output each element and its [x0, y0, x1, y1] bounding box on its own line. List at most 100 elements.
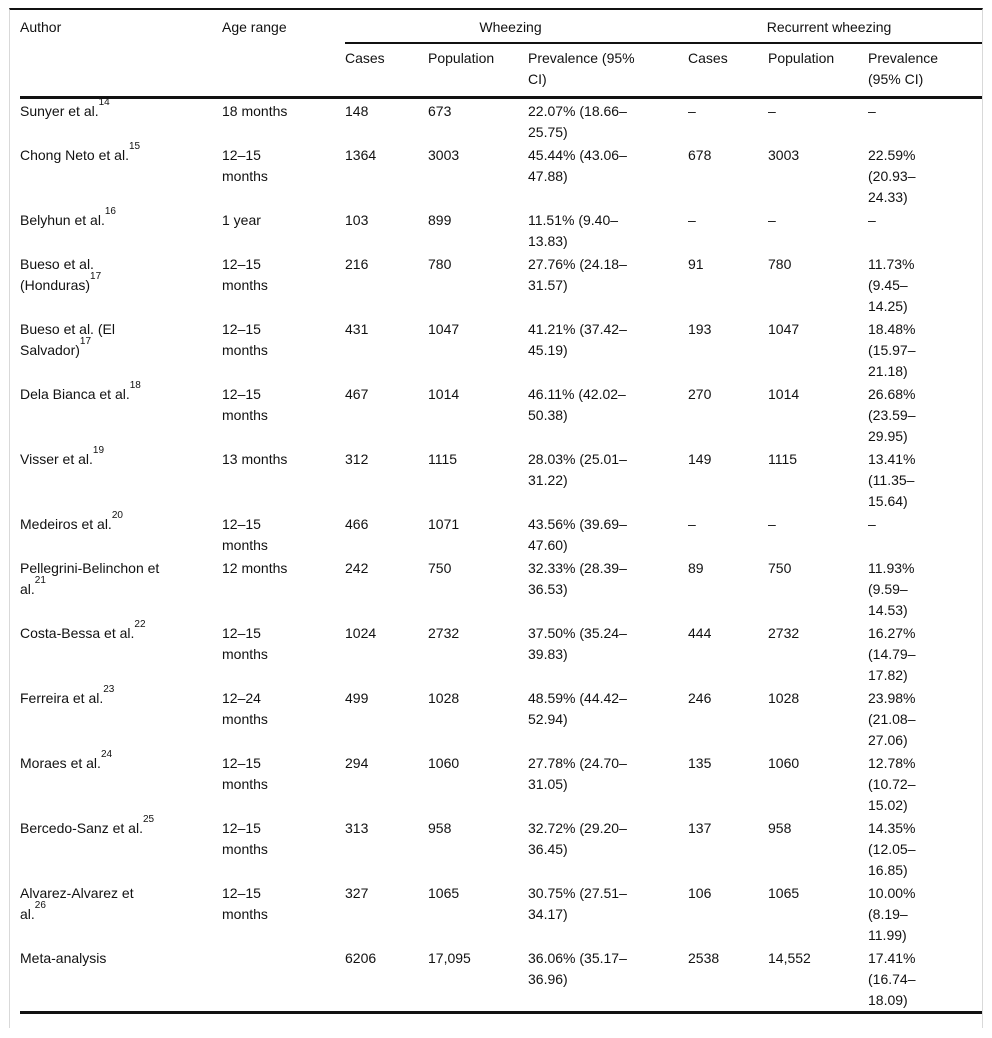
header-age-range: Age range — [222, 10, 345, 99]
recurrent-prevalence-cell: 10.00% (8.19– 11.99) — [868, 885, 916, 943]
recurrent-prevalence-cell: 22.59% (20.93– 24.33) — [868, 147, 916, 205]
header-author: Author — [20, 10, 222, 99]
author-cell: Dela Bianca et al.18 — [20, 380, 222, 447]
recurrent-cases-cell: 444 — [688, 625, 712, 641]
author-name: Belyhun et al. — [20, 212, 105, 228]
table-header: Author Age range Wheezing Recurrent whee… — [20, 10, 983, 99]
wheezing-cases-cell: 242 — [345, 560, 369, 576]
table-row: Ferreira et al.23 12–24 months 499 1028 … — [20, 684, 982, 751]
recurrent-cases-cell: 135 — [688, 755, 712, 771]
author-cell: Sunyer et al.14 — [20, 98, 222, 144]
author-name: Medeiros et al. — [20, 516, 112, 532]
wheezing-prevalence-cell: 27.76% (24.18– 31.57) — [528, 256, 627, 293]
age-range-cell: 12 months — [222, 560, 288, 576]
wheezing-prevalence-cell: 32.72% (29.20– 36.45) — [528, 820, 627, 857]
reference-superscript: 18 — [129, 380, 141, 392]
table-row: Chong Neto et al.15 12–15 months 1364 30… — [20, 142, 982, 208]
author-cell: Bercedo-Sanz et al.25 — [20, 814, 222, 881]
table-row: Dela Bianca et al.18 12–15 months 467 10… — [20, 380, 982, 447]
age-range-cell — [222, 946, 345, 1014]
recurrent-cases-cell: 193 — [688, 321, 712, 337]
author-name: Costa-Bessa et al. — [20, 625, 135, 641]
recurrent-cases-cell: 270 — [688, 386, 712, 402]
recurrent-population-cell: 1014 — [768, 386, 800, 402]
recurrent-population-cell: – — [768, 516, 776, 532]
author-cell: Costa-Bessa et al.22 — [20, 620, 222, 686]
table-row: Bueso et al. (El Salvador)17 12–15 month… — [20, 317, 982, 382]
wheezing-population-cell: 1115 — [428, 451, 458, 467]
age-range-cell: 12–15 months — [222, 321, 268, 358]
author-name: Pellegrini-Belinchon et al. — [20, 560, 160, 597]
wheezing-population-cell: 3003 — [428, 147, 460, 163]
reference-superscript: 23 — [103, 684, 115, 696]
reference-superscript: 16 — [104, 206, 116, 218]
wheezing-population-cell: 750 — [428, 560, 452, 576]
wheezing-population-cell: 1047 — [428, 321, 460, 337]
wheezing-prevalence-cell: 32.33% (28.39– 36.53) — [528, 560, 627, 597]
table-row: Bueso et al. (Honduras)17 12–15 months 2… — [20, 252, 982, 317]
wheezing-population-cell: 1028 — [428, 690, 460, 706]
table-row: Meta-analysis 6206 17,095 36.06% (35.17–… — [20, 946, 983, 1014]
author-name: Bercedo-Sanz et al. — [20, 820, 143, 836]
header-wheezing-population: Population — [428, 43, 528, 99]
author-cell: Bueso et al. (El Salvador)17 — [20, 317, 222, 382]
recurrent-prevalence-cell: 11.93% (9.59– 14.53) — [868, 560, 915, 618]
header-recurrent-prevalence: Prevalence (95% CI) — [868, 43, 983, 99]
reference-superscript: 25 — [142, 814, 155, 826]
recurrent-population-cell: 780 — [768, 256, 792, 272]
author-name: Ferreira et al. — [20, 690, 104, 706]
wheezing-cases-cell: 6206 — [345, 946, 428, 1014]
wheezing-population-cell: 1065 — [428, 885, 460, 901]
recurrent-population-cell: 1060 — [768, 755, 800, 771]
age-range-cell: 13 months — [222, 451, 288, 467]
reference-superscript: 14 — [98, 97, 110, 109]
author-cell: Chong Neto et al.15 — [20, 142, 222, 208]
table-row: Medeiros et al.20 12–15 months 466 1071 … — [20, 511, 982, 556]
wheezing-cases-cell: 312 — [345, 451, 369, 467]
wheezing-population-cell: 2732 — [428, 625, 460, 641]
author-cell: Belyhun et al.16 — [20, 206, 222, 252]
wheezing-prevalence-cell: 22.07% (18.66– 25.75) — [528, 103, 627, 140]
wheezing-cases-cell: 103 — [345, 212, 369, 228]
age-range-cell: 12–15 months — [222, 755, 268, 792]
recurrent-prevalence-cell: 13.41% (11.35– 15.64) — [868, 451, 916, 509]
recurrent-cases-cell: 149 — [688, 451, 712, 467]
author-cell: Medeiros et al.20 — [20, 511, 222, 556]
age-range-cell: 12–15 months — [222, 386, 268, 423]
table-row: Pellegrini-Belinchon et al.21 12 months … — [20, 556, 982, 621]
recurrent-prevalence-cell: 11.73% (9.45– 14.25) — [868, 256, 915, 314]
author-name: Bueso et al. (Honduras) — [20, 256, 94, 293]
recurrent-population-cell: – — [768, 212, 776, 228]
age-range-cell: 12–15 months — [222, 256, 268, 293]
wheezing-prevalence-cell: 28.03% (25.01– 31.22) — [528, 451, 627, 488]
recurrent-population-cell: 3003 — [768, 147, 800, 163]
recurrent-population-cell: 958 — [768, 820, 792, 836]
reference-superscript: 17 — [79, 336, 92, 348]
wheezing-population-cell: 1014 — [428, 386, 460, 402]
table-row: Belyhun et al.16 1 year 103 899 11.51% (… — [20, 206, 982, 252]
recurrent-population-cell: 2732 — [768, 625, 800, 641]
author-name: Sunyer et al. — [20, 103, 99, 119]
author-cell: Moraes et al.24 — [20, 750, 222, 816]
recurrent-population-cell: 1065 — [768, 885, 800, 901]
age-range-cell: 18 months — [222, 103, 288, 119]
table-row: Costa-Bessa et al.22 12–15 months 1024 2… — [20, 620, 982, 686]
wheezing-cases-cell: 1024 — [345, 625, 377, 641]
prevalence-table: Author Age range Wheezing Recurrent whee… — [20, 10, 983, 1014]
wheezing-population-cell: 899 — [428, 212, 452, 228]
table-row: Moraes et al.24 12–15 months 294 1060 27… — [20, 750, 982, 816]
recurrent-prevalence-cell: 18.48% (15.97– 21.18) — [868, 321, 916, 379]
age-range-cell: 1 year — [222, 212, 261, 228]
wheezing-prevalence-cell: 41.21% (37.42– 45.19) — [528, 321, 627, 358]
recurrent-cases-cell: 246 — [688, 690, 712, 706]
recurrent-prevalence-cell: 26.68% (23.59– 29.95) — [868, 386, 916, 444]
recurrent-population-cell: 1047 — [768, 321, 800, 337]
header-group-row: Author Age range Wheezing Recurrent whee… — [20, 10, 983, 99]
wheezing-cases-cell: 499 — [345, 690, 369, 706]
header-sub-row: Cases Population Prevalence (95% CI) Cas… — [20, 43, 983, 99]
recurrent-cases-cell: – — [688, 212, 696, 228]
wheezing-population-cell: 1071 — [428, 516, 460, 532]
author-name: Visser et al. — [20, 451, 93, 467]
age-range-cell: 12–15 months — [222, 147, 268, 184]
reference-superscript: 19 — [92, 445, 105, 457]
